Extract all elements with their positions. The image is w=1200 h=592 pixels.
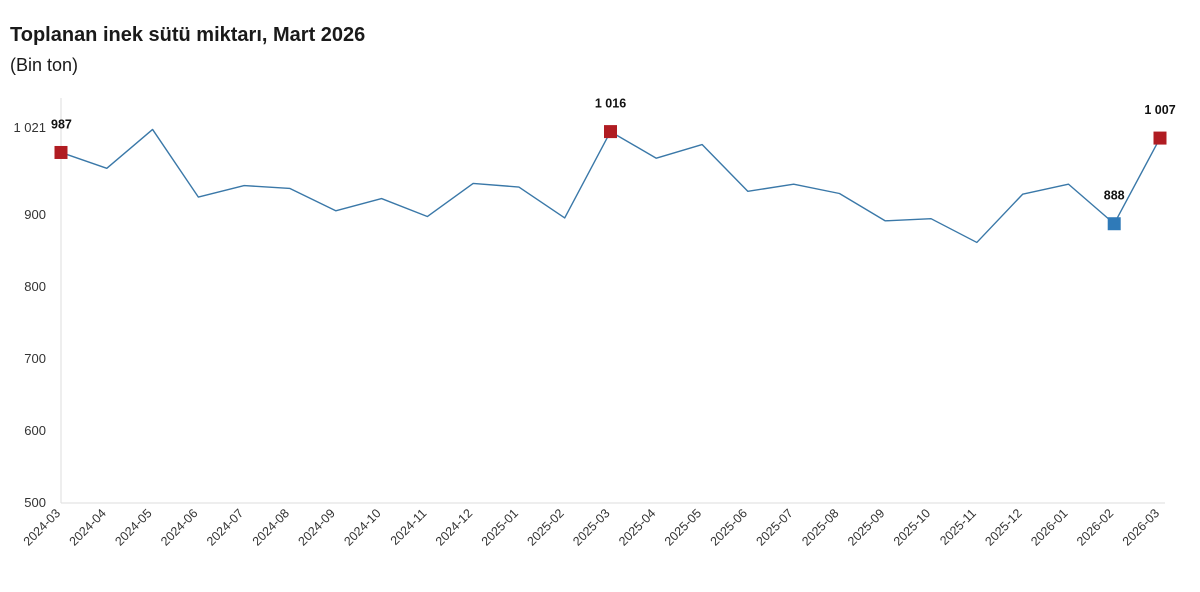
x-tick-label: 2024-04 [67, 506, 109, 548]
chart-title: Toplanan inek sütü miktarı, Mart 2026 [10, 24, 366, 46]
highlight-marker [1107, 217, 1121, 231]
x-tick-label: 2024-11 [388, 506, 430, 548]
x-tick-label: 2026-02 [1074, 506, 1116, 548]
data-label: 888 [1104, 189, 1125, 203]
series-line [60, 128, 1161, 244]
x-tick-label: 2025-06 [708, 506, 750, 548]
x-tick-label: 2025-09 [845, 506, 887, 548]
x-tick-label: 2024-10 [341, 506, 383, 548]
y-tick-label: 1 021 [13, 120, 46, 135]
x-tick-label: 2026-03 [1120, 506, 1162, 548]
y-tick-label: 700 [24, 351, 46, 366]
y-tick-label: 800 [24, 279, 46, 294]
x-tick-label: 2024-08 [250, 506, 292, 548]
highlight-marker [604, 125, 617, 139]
x-tick-label: 2025-11 [937, 506, 979, 548]
y-tick-label: 900 [24, 207, 46, 222]
marker-layer [54, 125, 1167, 231]
x-tick-label: 2025-04 [616, 506, 658, 548]
x-tick-label: 2025-03 [570, 506, 612, 548]
x-tick-label: 2024-06 [158, 506, 200, 548]
data-label: 987 [51, 117, 72, 131]
data-label: 1 007 [1144, 103, 1175, 117]
x-tick-label: 2025-01 [479, 506, 521, 548]
highlight-marker [54, 145, 68, 159]
x-tick-label: 2024-09 [296, 506, 338, 548]
x-tick-label: 2025-08 [799, 506, 841, 548]
x-tick-label: 2026-01 [1028, 506, 1070, 548]
x-tick-label: 2025-12 [982, 506, 1024, 548]
x-tick-label: 2024-07 [204, 506, 246, 548]
x-tick-label: 2024-05 [112, 506, 154, 548]
data-label: 1 016 [595, 97, 626, 111]
chart-subtitle: (Bin ton) [10, 55, 79, 75]
x-tick-label: 2025-07 [753, 506, 795, 548]
y-tick-label: 500 [24, 495, 46, 510]
highlight-marker [1153, 131, 1167, 145]
label-layer: 987 1 016 888 1 007 [51, 97, 1176, 203]
y-tick-label: 600 [24, 423, 46, 438]
x-tick-label: 2025-02 [524, 506, 566, 548]
x-tick-label: 2025-05 [662, 506, 704, 548]
series-layer [60, 128, 1161, 244]
x-tick-label: 2024-03 [21, 506, 63, 548]
x-tick-label: 2024-12 [433, 506, 475, 548]
x-tick-label: 2025-10 [891, 506, 933, 548]
